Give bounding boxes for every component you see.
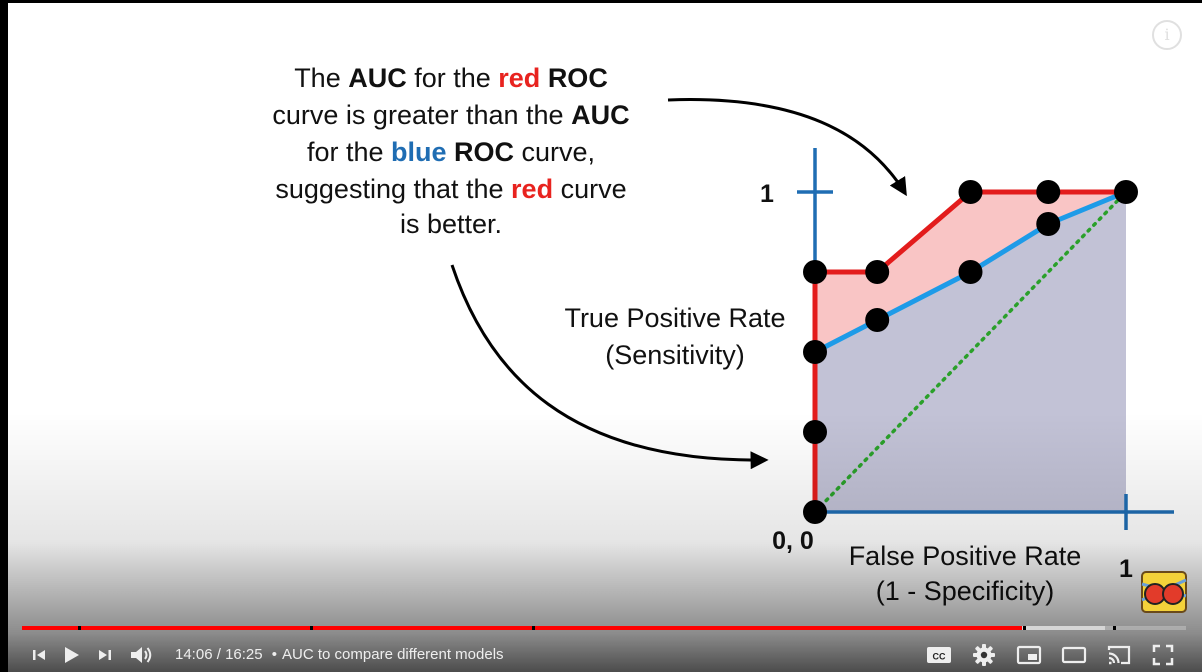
x-axis-label-line-1: False Positive Rate <box>849 541 1082 571</box>
red-roc-point <box>803 500 827 524</box>
origin-label: 0, 0 <box>772 527 814 555</box>
red-roc-point <box>958 180 983 204</box>
gear-icon[interactable] <box>969 640 999 670</box>
red-roc-point <box>803 420 827 444</box>
chapter-marker <box>77 626 81 630</box>
chapter-marker <box>1112 626 1116 630</box>
y-axis-end-label: 1 <box>760 180 774 208</box>
progress-bar[interactable] <box>22 626 1186 630</box>
skip-next-icon[interactable] <box>90 640 120 670</box>
red-roc-point <box>1114 180 1138 204</box>
red-roc-point <box>1036 180 1061 204</box>
cast-icon[interactable] <box>1104 640 1134 670</box>
arrow-to-red-area <box>667 98 907 197</box>
red-roc-point <box>803 340 827 364</box>
info-icon[interactable]: i <box>1152 20 1182 50</box>
chapter-marker <box>1023 626 1027 630</box>
red-auc-area <box>815 192 1126 512</box>
skip-previous-icon[interactable] <box>24 640 54 670</box>
player-controls: 14:06 / 16:25 • AUC to compare different … <box>0 636 1202 672</box>
play-icon[interactable] <box>56 640 86 670</box>
red-roc-point <box>865 260 890 284</box>
statquest-logo-icon <box>1141 571 1187 613</box>
annotation-line-1: The AUC for the red ROC <box>294 63 608 93</box>
annotation-line-5: is better. <box>400 209 502 239</box>
fullscreen-icon[interactable] <box>1148 640 1178 670</box>
y-axis-label-line-1: True Positive Rate <box>564 303 785 333</box>
chapter-marker <box>309 626 313 630</box>
slide-canvas: The AUC for the red ROC curve is greater… <box>272 63 1174 606</box>
red-roc-point <box>803 260 827 284</box>
progress-played <box>22 626 1022 630</box>
chapter-bullet: • <box>271 646 278 663</box>
time-current: 14:06 <box>175 646 213 663</box>
video-frame[interactable]: The AUC for the red ROC curve is greater… <box>8 3 1202 672</box>
time-display: 14:06 / 16:25 • AUC to compare different … <box>175 646 504 663</box>
annotation-text: The AUC for the red ROC curve is greater… <box>272 63 629 239</box>
blue-roc-point <box>865 308 890 332</box>
annotation-line-3: for the blue ROC curve, <box>307 137 595 167</box>
theater-mode-icon[interactable] <box>1059 640 1089 670</box>
x-axis-end-label: 1 <box>1119 555 1133 583</box>
x-axis-label-line-2: (1 - Specificity) <box>876 576 1055 606</box>
y-axis-label-line-2: (Sensitivity) <box>605 340 745 370</box>
chapter-marker <box>531 626 535 630</box>
chapter-title[interactable]: AUC to compare different models <box>282 646 504 663</box>
miniplayer-icon[interactable] <box>1014 640 1044 670</box>
annotation-line-4: suggesting that the red curve <box>275 174 626 204</box>
closed-captions-icon[interactable]: CC <box>924 640 954 670</box>
svg-text:CC: CC <box>933 652 946 662</box>
roc-chart: 0, 0 1 1 True Positive Rate (Sensitivity… <box>564 148 1174 606</box>
annotation-line-2: curve is greater than the AUC <box>272 100 629 130</box>
blue-roc-point <box>1036 212 1061 236</box>
time-separator: / <box>216 646 221 663</box>
volume-icon[interactable] <box>126 640 156 670</box>
time-total: 16:25 <box>225 646 263 663</box>
blue-roc-point <box>958 260 983 284</box>
